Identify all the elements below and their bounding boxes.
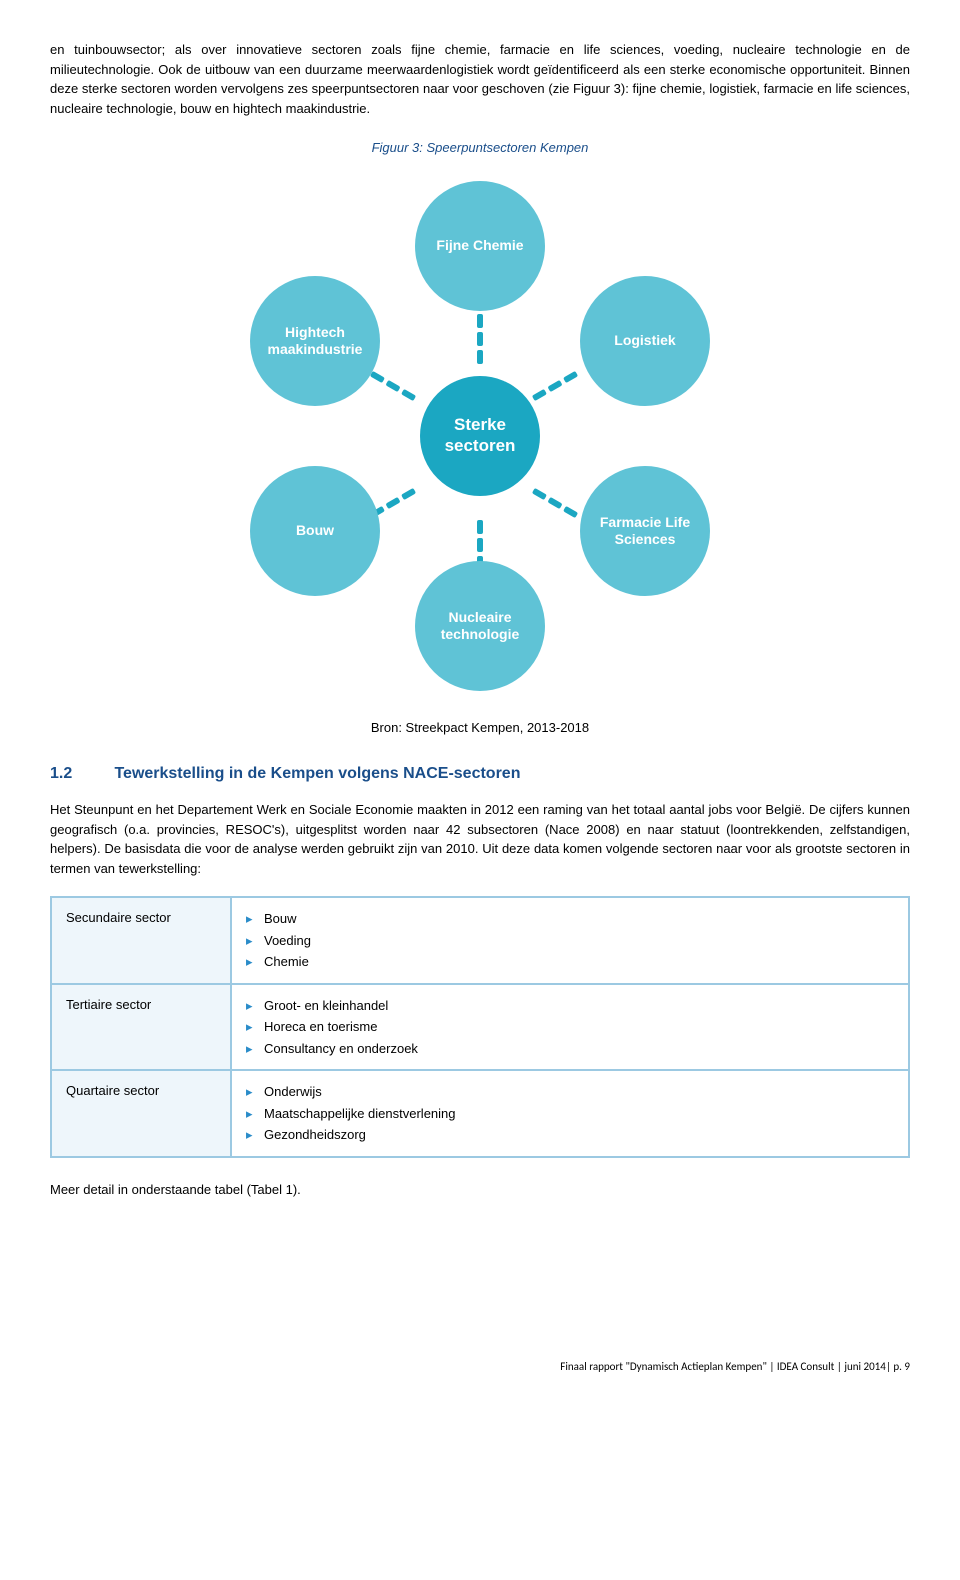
figure-title: Figuur 3: Speerpuntsectoren Kempen (50, 138, 910, 158)
list-item: Voeding (246, 930, 894, 952)
sector-items-cell: Groot- en kleinhandelHoreca en toerismeC… (231, 984, 909, 1071)
diagram-node-label: Nucleaire technologie (423, 609, 537, 643)
diagram-node: Farmacie Life Sciences (580, 466, 710, 596)
diagram-connector (368, 369, 418, 401)
sector-item-list: BouwVoedingChemie (246, 908, 894, 973)
section-heading: 1.2 Tewerkstelling in de Kempen volgens … (50, 762, 910, 786)
diagram-node: Logistiek (580, 276, 710, 406)
figure-source: Bron: Streekpact Kempen, 2013-2018 (50, 718, 910, 738)
diagram-node-label: Farmacie Life Sciences (588, 514, 702, 548)
sector-items-cell: BouwVoedingChemie (231, 897, 909, 984)
sector-items-cell: OnderwijsMaatschappelijke dienstverlenin… (231, 1070, 909, 1157)
list-item: Horeca en toerisme (246, 1016, 894, 1038)
speerpunt-diagram: Fijne Chemie Logistiek Farmacie Life Scien… (220, 176, 740, 696)
list-item: Consultancy en onderzoek (246, 1038, 894, 1060)
table-row: Quartaire sectorOnderwijsMaatschappelijk… (51, 1070, 909, 1157)
table-row: Secundaire sectorBouwVoedingChemie (51, 897, 909, 984)
diagram-node-label: Hightech maakindustrie (258, 324, 372, 358)
list-item: Bouw (246, 908, 894, 930)
sector-label-cell: Quartaire sector (51, 1070, 231, 1157)
diagram-node-label: Bouw (296, 522, 334, 539)
table-row: Tertiaire sectorGroot- en kleinhandelHor… (51, 984, 909, 1071)
list-item: Gezondheidszorg (246, 1124, 894, 1146)
diagram-node-label: Fijne Chemie (436, 237, 523, 254)
sector-table: Secundaire sectorBouwVoedingChemieTertia… (50, 896, 910, 1158)
section-number: 1.2 (50, 762, 110, 786)
sector-label-cell: Tertiaire sector (51, 984, 231, 1071)
diagram-center-label: Sterke sectoren (420, 415, 540, 456)
page-footer: Finaal rapport "Dynamisch Actieplan Kemp… (50, 1359, 910, 1376)
list-item: Onderwijs (246, 1081, 894, 1103)
list-item: Groot- en kleinhandel (246, 995, 894, 1017)
sector-item-list: OnderwijsMaatschappelijke dienstverlenin… (246, 1081, 894, 1146)
diagram-center-node: Sterke sectoren (420, 376, 540, 496)
list-item: Chemie (246, 951, 894, 973)
diagram-connector (477, 312, 483, 366)
closing-line: Meer detail in onderstaande tabel (Tabel… (50, 1180, 910, 1200)
intro-paragraph: en tuinbouwsector; als over innovatieve … (50, 40, 910, 118)
diagram-connector (530, 486, 580, 518)
diagram-connector (530, 369, 580, 401)
section-paragraph: Het Steunpunt en het Departement Werk en… (50, 800, 910, 878)
sector-label-cell: Secundaire sector (51, 897, 231, 984)
diagram-container: Fijne Chemie Logistiek Farmacie Life Scien… (50, 176, 910, 696)
diagram-node-label: Logistiek (614, 332, 675, 349)
diagram-node: Bouw (250, 466, 380, 596)
diagram-node: Fijne Chemie (415, 181, 545, 311)
diagram-node: Hightech maakindustrie (250, 276, 380, 406)
section-title: Tewerkstelling in de Kempen volgens NACE… (114, 765, 520, 782)
list-item: Maatschappelijke dienstverlening (246, 1103, 894, 1125)
sector-item-list: Groot- en kleinhandelHoreca en toerismeC… (246, 995, 894, 1060)
diagram-node: Nucleaire technologie (415, 561, 545, 691)
